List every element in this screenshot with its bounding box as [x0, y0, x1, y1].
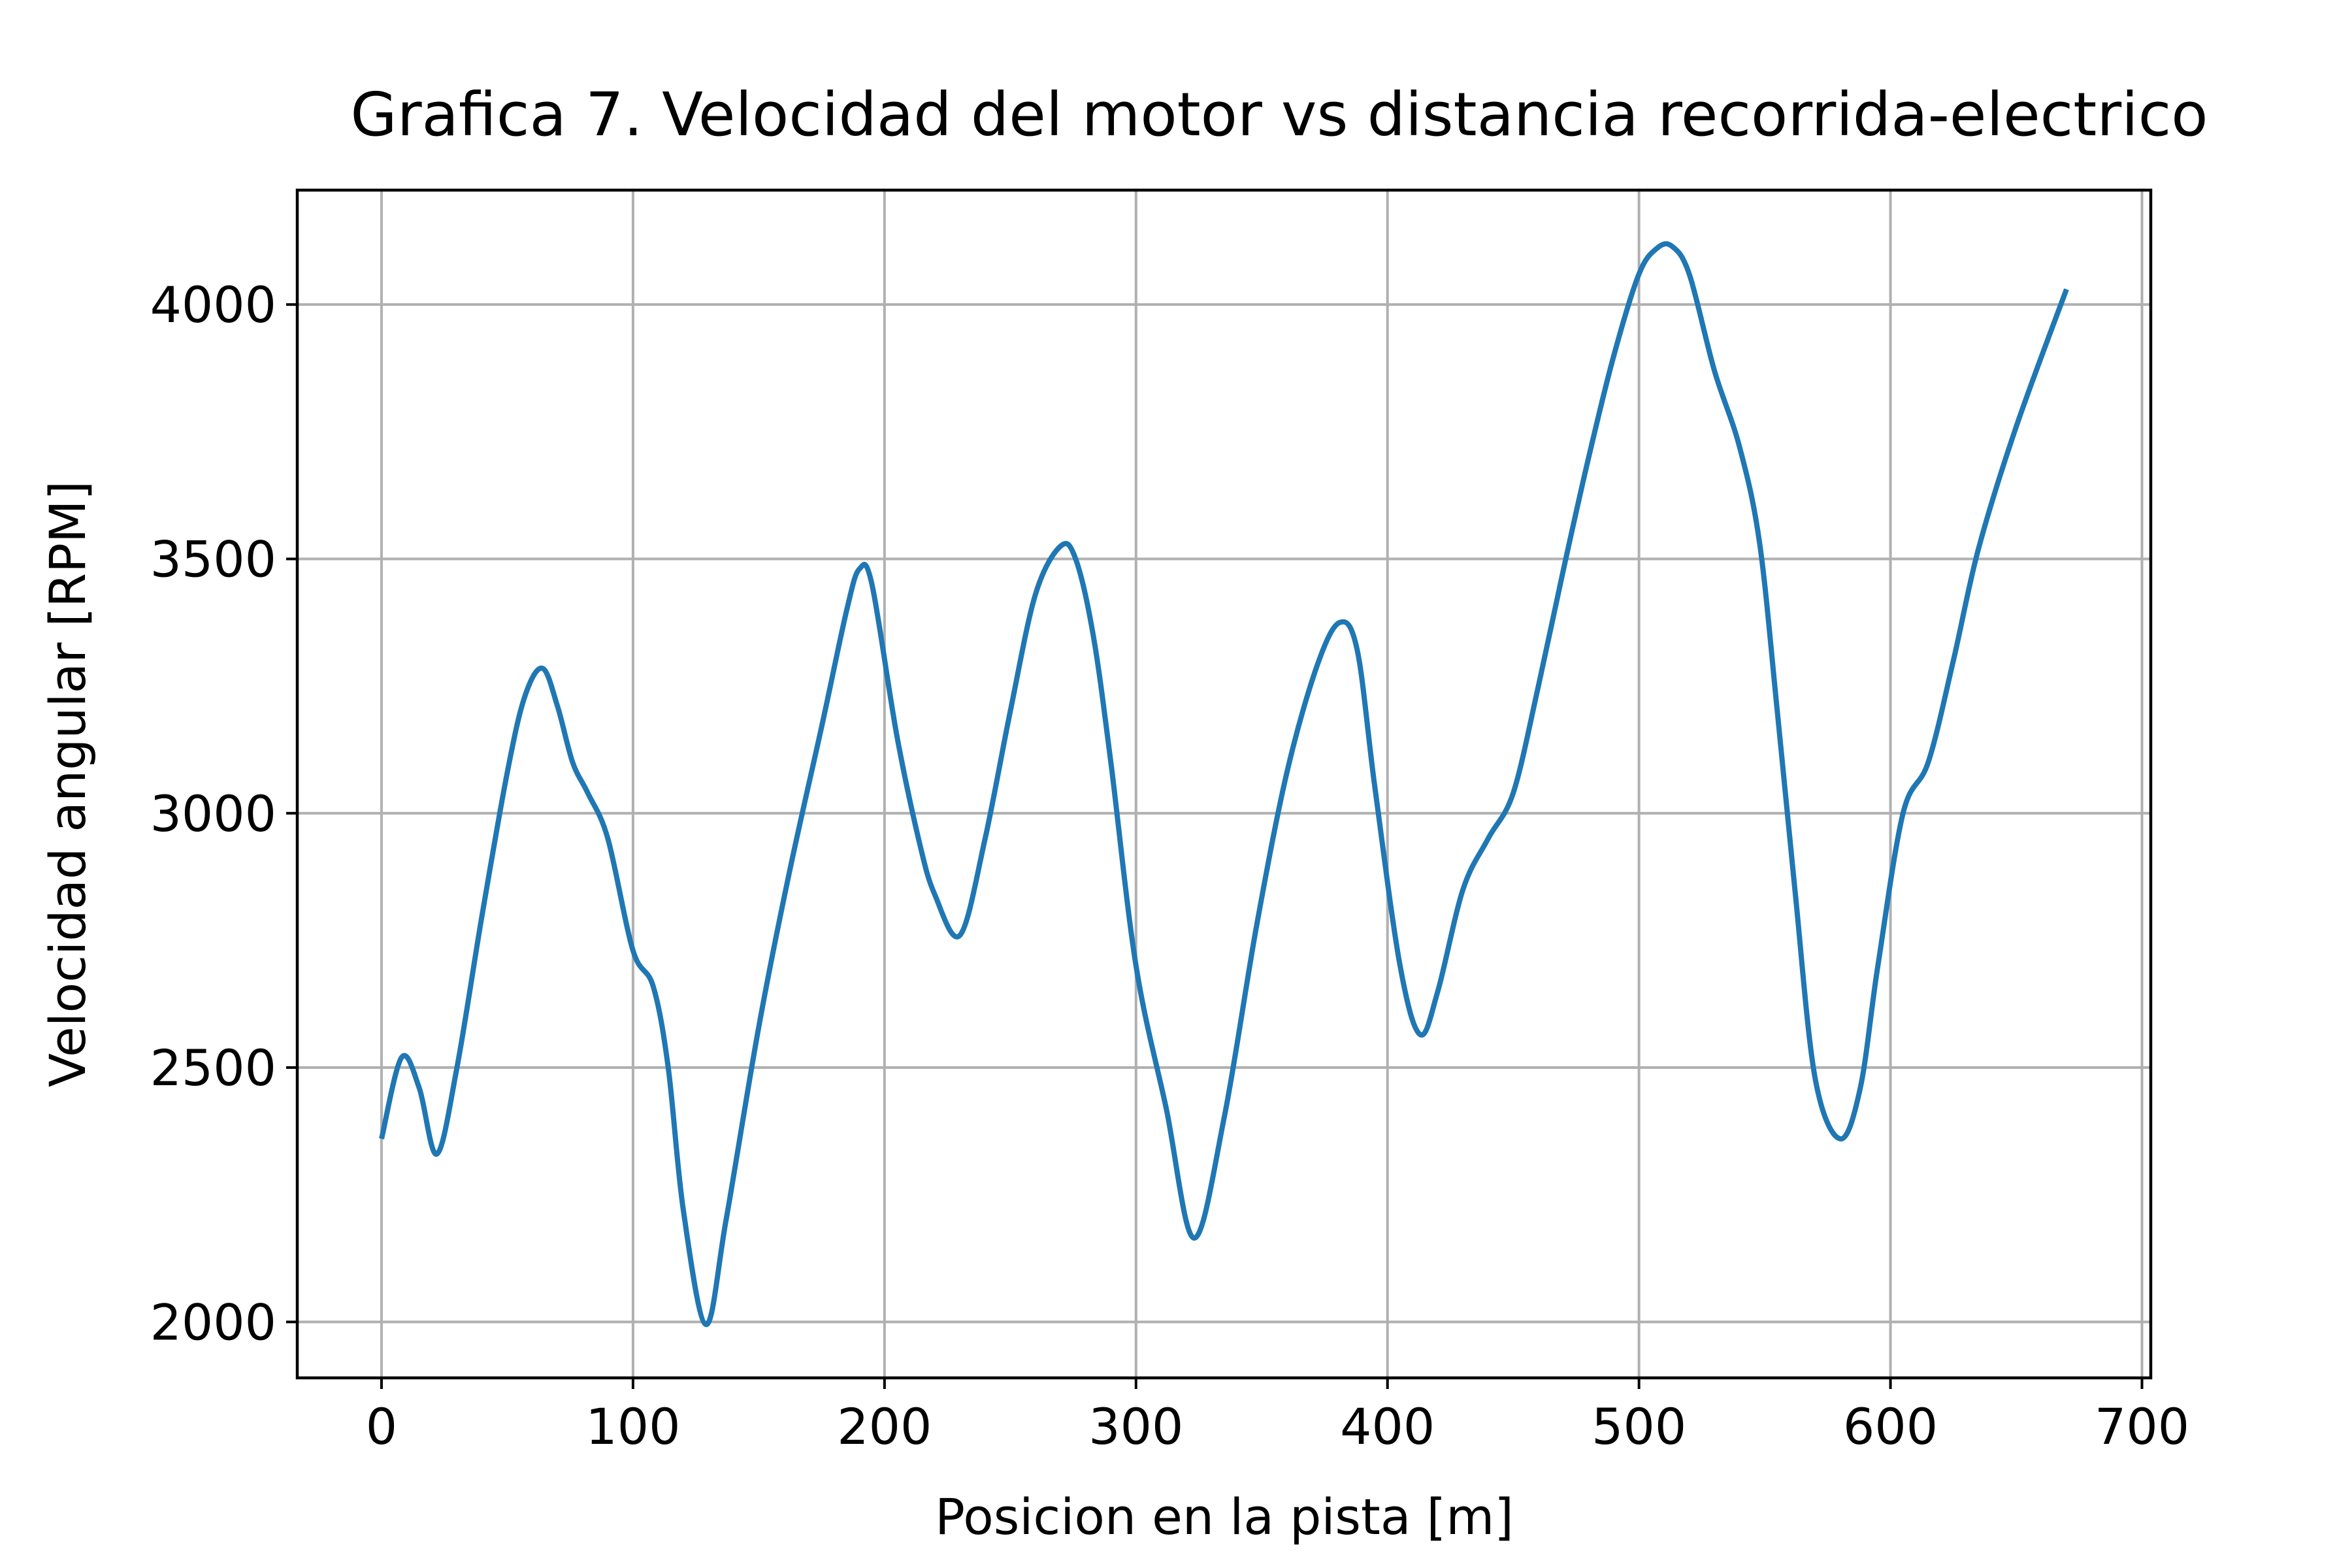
- axis-ticks: 0 100 200 300 400 500 600 700 2000 2500 3000 3500 40…: [150, 276, 2189, 1456]
- series-line: [379, 241, 2069, 1328]
- y-tick-label: 2500: [150, 1039, 276, 1097]
- grid-lines: [297, 190, 2151, 1378]
- x-tick-label: 100: [585, 1397, 680, 1456]
- x-tick-label: 0: [366, 1397, 397, 1456]
- y-tick-label: 3500: [150, 530, 276, 588]
- x-tick-label: 300: [1088, 1397, 1183, 1456]
- x-tick-label: 200: [837, 1397, 932, 1456]
- y-tick-label: 3000: [150, 785, 276, 843]
- x-tick-label: 600: [1843, 1397, 1938, 1456]
- x-tick-label: 700: [2095, 1397, 2189, 1456]
- y-tick-label: 2000: [150, 1293, 276, 1351]
- x-tick-label: 500: [1592, 1397, 1686, 1456]
- y-axis-label: Velocidad angular [RPM]: [39, 481, 97, 1087]
- x-axis-label: Posicion en la pista [m]: [935, 1488, 1514, 1546]
- x-tick-label: 400: [1340, 1397, 1435, 1456]
- y-tick-label: 4000: [150, 276, 276, 334]
- plot-frame: [295, 188, 2153, 1380]
- chart-title: Grafica 7. Velocidad del motor vs distan…: [350, 80, 2208, 150]
- data-series: [379, 241, 2069, 1328]
